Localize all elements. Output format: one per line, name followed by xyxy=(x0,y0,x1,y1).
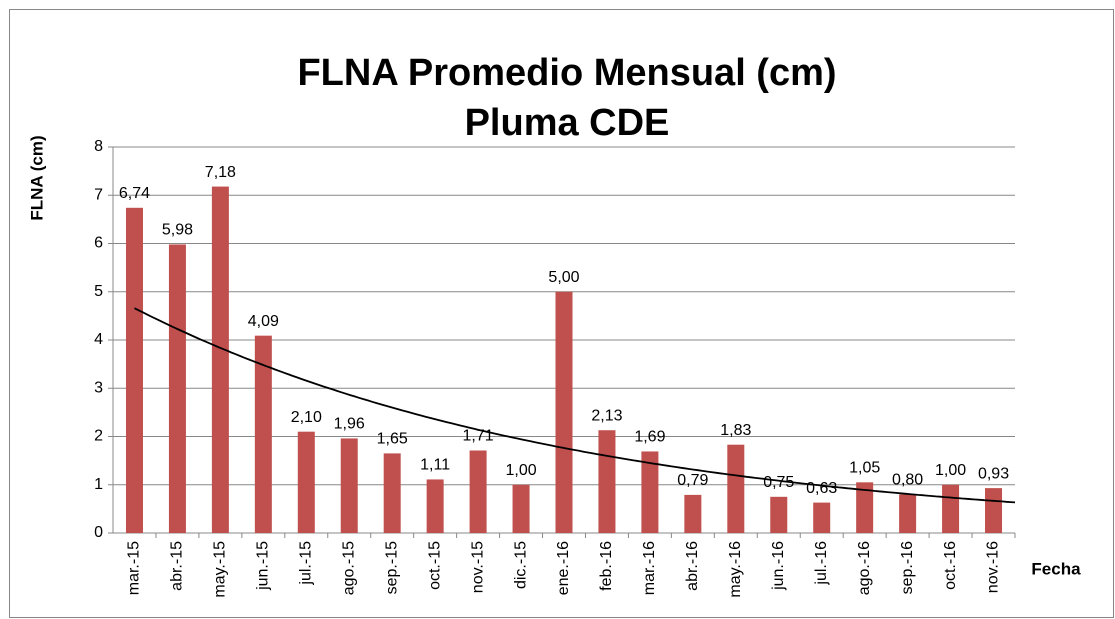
bar xyxy=(555,291,573,533)
y-tick-label: 4 xyxy=(94,331,103,348)
bar xyxy=(856,482,874,533)
value-label: 0,93 xyxy=(978,465,1009,482)
x-tick-label: abr.-15 xyxy=(169,541,186,591)
x-tick-label: mar.-15 xyxy=(126,541,143,595)
bar xyxy=(340,438,358,533)
x-tick-label: oct.-15 xyxy=(426,541,443,590)
x-tick-label: may.-15 xyxy=(212,541,229,598)
bar xyxy=(770,496,788,533)
value-label: 1,00 xyxy=(505,462,536,479)
bar xyxy=(168,244,186,533)
bar xyxy=(598,430,616,533)
y-tick-label: 6 xyxy=(94,235,103,252)
bar xyxy=(383,453,401,533)
value-label: 1,96 xyxy=(334,416,365,433)
x-tick-label: oct.-16 xyxy=(942,541,959,590)
x-tick-label: jun.-15 xyxy=(255,541,272,591)
value-label: 0,80 xyxy=(892,472,923,489)
value-label: 1,65 xyxy=(377,431,408,448)
y-tick-label: 5 xyxy=(94,283,103,300)
bar xyxy=(985,488,1003,533)
trend-line xyxy=(134,307,1016,504)
x-tick-label: nov.-15 xyxy=(469,541,486,593)
bar xyxy=(426,479,444,533)
x-tick-label: sep.-15 xyxy=(383,541,400,594)
x-tick-label: may.-16 xyxy=(727,541,744,598)
chart-subtitle: Pluma CDE xyxy=(465,102,670,144)
x-tick-label: sep.-16 xyxy=(899,541,916,594)
y-tick-label: 3 xyxy=(94,379,103,396)
value-label: 1,11 xyxy=(420,457,450,474)
bar xyxy=(211,186,229,533)
y-axis-title: FLNA (cm) xyxy=(27,135,46,220)
bar xyxy=(297,431,315,533)
value-label: 6,74 xyxy=(119,185,150,202)
chart-title: FLNA Promedio Mensual (cm) xyxy=(297,52,836,94)
bar xyxy=(254,335,272,533)
y-tick-label: 1 xyxy=(94,476,103,493)
x-tick-label: feb.-16 xyxy=(598,541,615,591)
x-tick-label: ago.-15 xyxy=(340,541,357,595)
x-axis-title: Fecha xyxy=(1031,559,1081,578)
bar xyxy=(641,451,659,533)
bar xyxy=(469,450,487,533)
bar xyxy=(125,207,143,534)
x-tick-label: mar.-16 xyxy=(641,541,658,595)
value-label: 2,13 xyxy=(591,407,622,424)
value-label: 5,00 xyxy=(548,269,579,286)
bar xyxy=(899,494,917,533)
value-label: 0,75 xyxy=(763,474,794,491)
value-label: 1,05 xyxy=(849,460,880,477)
bar xyxy=(684,494,702,533)
x-tick-label: dic.-15 xyxy=(512,541,529,589)
value-label: 2,10 xyxy=(291,409,322,426)
bar xyxy=(942,484,960,533)
value-label: 1,00 xyxy=(935,462,966,479)
bar xyxy=(512,484,530,533)
bar xyxy=(727,444,745,533)
x-tick-label: jul.-16 xyxy=(813,541,830,586)
y-tick-label: 0 xyxy=(94,524,103,541)
value-label: 7,18 xyxy=(205,164,236,181)
x-tick-label: nov.-16 xyxy=(985,541,1002,593)
value-label: 0,79 xyxy=(677,472,708,489)
chart-border xyxy=(9,9,1114,618)
bar xyxy=(813,502,831,533)
value-label: 1,83 xyxy=(720,422,751,439)
value-label: 1,69 xyxy=(634,429,665,446)
x-tick-label: jun.-16 xyxy=(770,541,787,591)
x-tick-label: jul.-15 xyxy=(298,541,315,586)
x-tick-label: ene.-16 xyxy=(555,541,572,595)
x-tick-label: abr.-16 xyxy=(684,541,701,591)
value-label: 5,98 xyxy=(162,222,193,239)
y-tick-label: 7 xyxy=(94,186,103,203)
y-tick-label: 2 xyxy=(94,428,103,445)
value-label: 4,09 xyxy=(248,313,279,330)
x-tick-label: ago.-16 xyxy=(856,541,873,595)
y-tick-label: 8 xyxy=(94,138,103,155)
value-label: 0,63 xyxy=(806,480,837,497)
